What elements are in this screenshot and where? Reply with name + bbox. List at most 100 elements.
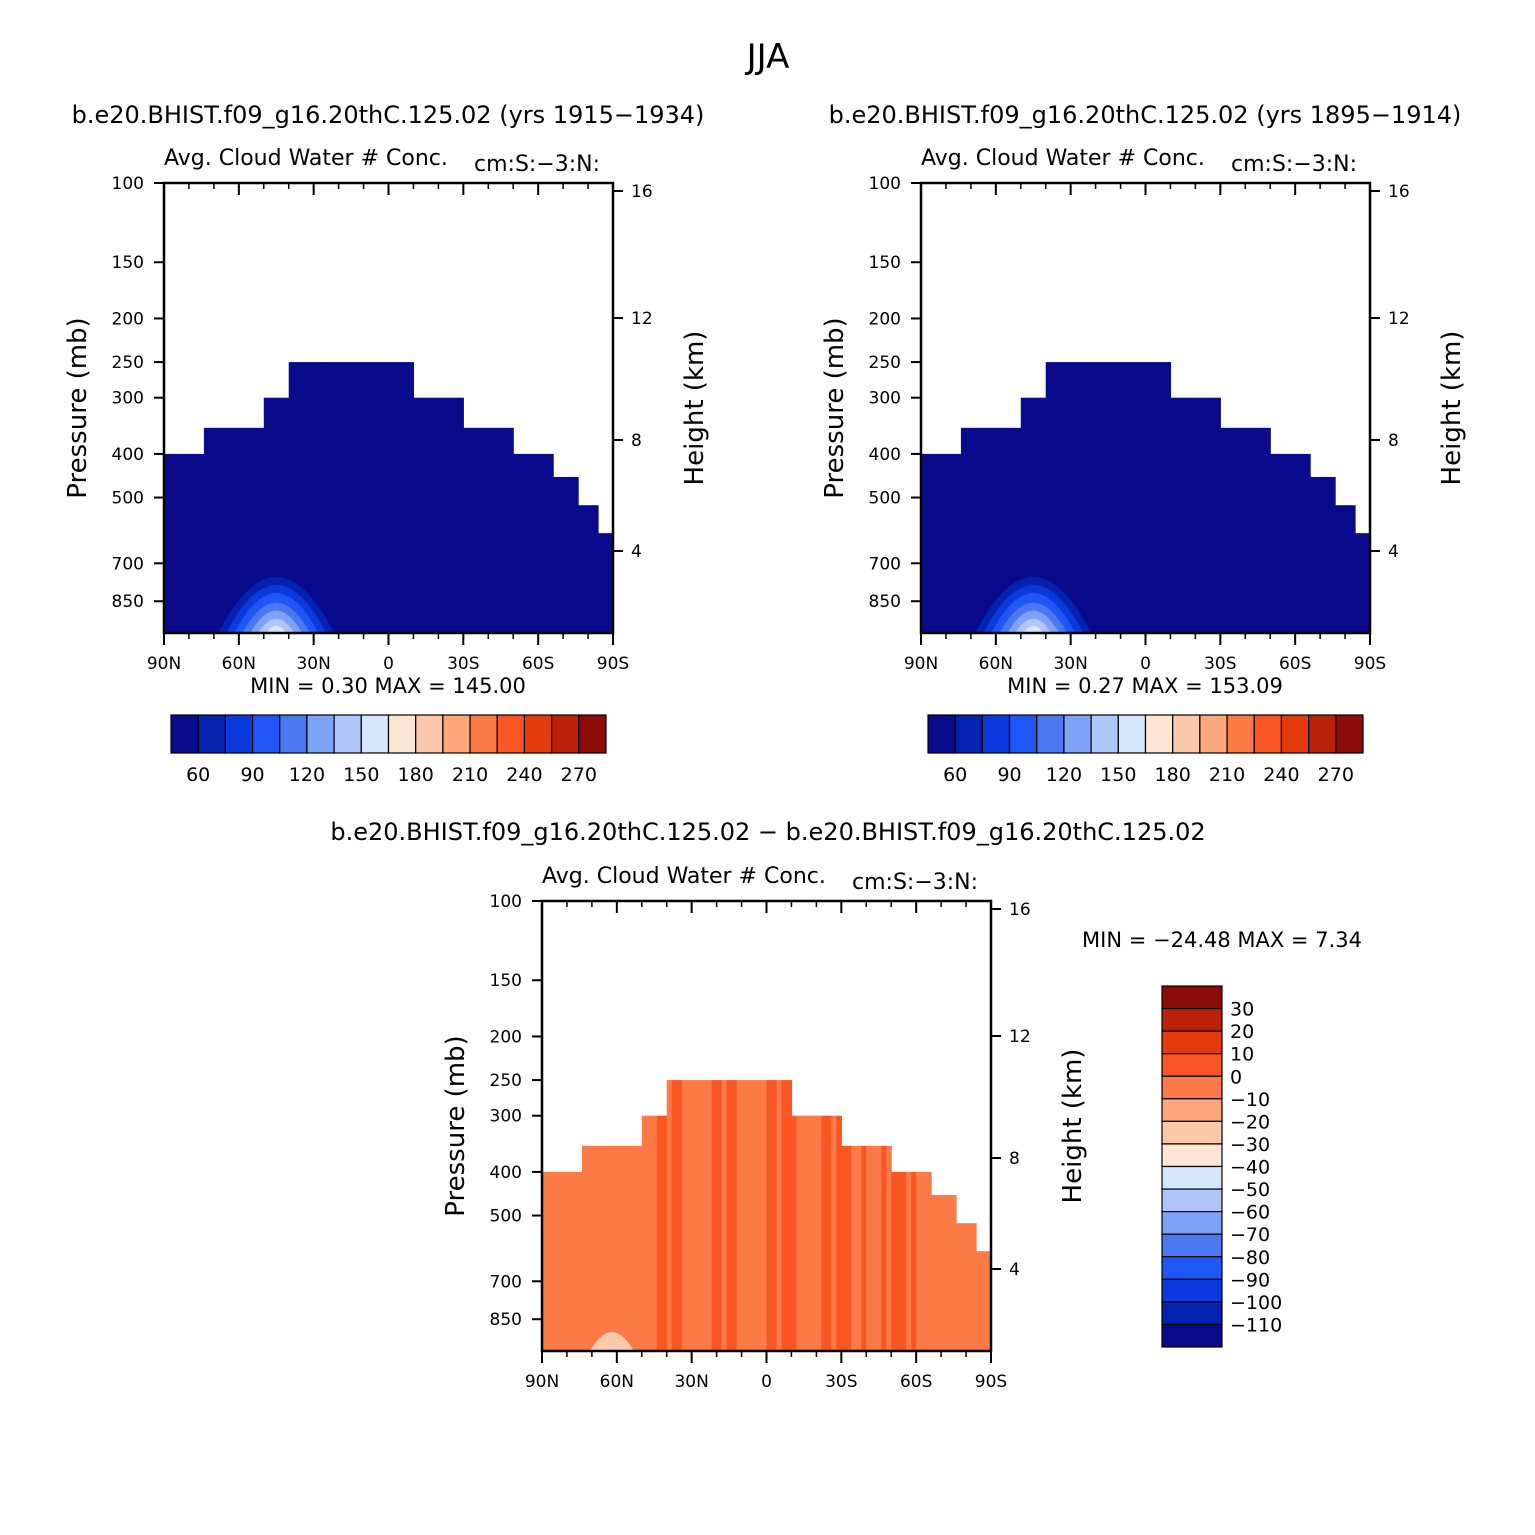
contour-strip bbox=[393, 362, 400, 633]
contour-strip bbox=[448, 397, 454, 633]
contour-strip bbox=[173, 453, 180, 633]
contour-strip bbox=[976, 1251, 982, 1351]
contour-strip bbox=[821, 1115, 827, 1351]
colorbar-box bbox=[306, 714, 335, 754]
contour-strip bbox=[641, 1115, 648, 1351]
contour-strip bbox=[233, 427, 240, 633]
colorbar-box bbox=[1161, 1211, 1223, 1235]
contour-strip bbox=[553, 476, 559, 633]
lat-tick-label: 30S bbox=[447, 654, 479, 674]
contour-strip bbox=[1190, 397, 1196, 633]
colorbar-label: −90 bbox=[1230, 1269, 1270, 1291]
height-tick-label: 12 bbox=[631, 309, 653, 329]
colorbar-box bbox=[1161, 1098, 1223, 1122]
contour-strip bbox=[556, 1171, 563, 1351]
contour-strip bbox=[781, 1080, 788, 1351]
contour-strip bbox=[198, 453, 205, 633]
contour-strip bbox=[333, 362, 340, 633]
contour-strip bbox=[961, 1223, 967, 1351]
contour-strip bbox=[1160, 362, 1167, 633]
contour-strip bbox=[566, 1171, 573, 1351]
colorbar-label: 210 bbox=[452, 764, 488, 786]
colorbar-box bbox=[170, 714, 199, 754]
contour-strip bbox=[278, 397, 285, 633]
colorbar-label: 180 bbox=[1155, 764, 1191, 786]
contour-strip bbox=[1365, 533, 1370, 633]
contour-strip bbox=[946, 1194, 952, 1351]
contour-strip bbox=[981, 1251, 987, 1351]
contour-strip bbox=[1210, 397, 1216, 633]
pressure-tick-label: 200 bbox=[869, 309, 901, 329]
contour-strip bbox=[164, 453, 170, 633]
contour-strip bbox=[856, 1145, 862, 1351]
contour-strip bbox=[851, 1145, 857, 1351]
colorbar: 3020100−10−20−30−40−50−60−70−80−90−100−1… bbox=[1161, 985, 1282, 1348]
colorbar-label: 150 bbox=[343, 764, 379, 786]
height-tick-label: 16 bbox=[1009, 900, 1031, 920]
colorbar-label: −100 bbox=[1230, 1292, 1282, 1314]
contour-strip bbox=[1025, 397, 1032, 633]
contour-strip bbox=[611, 1145, 618, 1351]
contour-strip bbox=[861, 1145, 867, 1351]
colorbar-box bbox=[1161, 1188, 1223, 1213]
contour-strip bbox=[513, 453, 519, 633]
contour-strip bbox=[1085, 362, 1092, 633]
contour-strip bbox=[1285, 453, 1291, 633]
min-max-label: MIN = 0.30 MAX = 145.00 bbox=[250, 674, 526, 698]
contour-strip bbox=[731, 1080, 738, 1351]
contour-strip bbox=[323, 362, 330, 633]
panel-title: b.e20.BHIST.f09_g16.20thC.125.02 (yrs 19… bbox=[72, 101, 705, 129]
contour-strip bbox=[1020, 397, 1027, 633]
contour-strip bbox=[911, 1171, 917, 1351]
contour-strip bbox=[796, 1115, 803, 1351]
contour-strip bbox=[188, 453, 195, 633]
colorbar-box bbox=[1308, 714, 1337, 754]
contour-strip bbox=[960, 427, 967, 633]
colorbar-label: 60 bbox=[943, 764, 967, 786]
contour-strip bbox=[1155, 362, 1162, 633]
contour-strip bbox=[995, 427, 1002, 633]
colorbar-label: 180 bbox=[398, 764, 434, 786]
height-tick-label: 8 bbox=[1388, 431, 1399, 451]
contour-strip bbox=[478, 427, 484, 633]
lat-tick-label: 90N bbox=[525, 1372, 559, 1392]
lat-tick-label: 60N bbox=[979, 654, 1013, 674]
contour-strip bbox=[661, 1115, 668, 1351]
y2-axis-label: Height (km) bbox=[1058, 1049, 1088, 1204]
contour-strip bbox=[473, 427, 479, 633]
contour-strip bbox=[601, 1145, 608, 1351]
contour-strip bbox=[925, 453, 932, 633]
contour-strip bbox=[571, 1171, 578, 1351]
contour-strip bbox=[1235, 427, 1241, 633]
colorbar-box bbox=[1161, 1053, 1223, 1077]
contour-strip bbox=[1315, 476, 1321, 633]
contour-strip bbox=[228, 427, 235, 633]
pressure-tick-label: 850 bbox=[869, 592, 901, 612]
contour-strip bbox=[726, 1080, 733, 1351]
contour-strip bbox=[926, 1171, 932, 1351]
contour-strip bbox=[581, 1145, 588, 1351]
contour-strip bbox=[463, 427, 469, 633]
contour-strip bbox=[518, 453, 524, 633]
contour-strip bbox=[548, 453, 554, 633]
contour-strip bbox=[1270, 453, 1276, 633]
colorbar-box bbox=[1161, 985, 1223, 1010]
contour-strip bbox=[691, 1080, 698, 1351]
contour-strip bbox=[413, 397, 420, 633]
panel-2: b.e20.BHIST.f09_g16.20thC.125.02 (yrs 18… bbox=[820, 101, 1467, 786]
colorbar-box bbox=[1161, 1301, 1223, 1326]
y-axis-label: Pressure (mb) bbox=[63, 317, 93, 498]
contour-strip bbox=[1005, 427, 1012, 633]
colorbar-label: 270 bbox=[561, 764, 597, 786]
contour-strip bbox=[293, 362, 300, 633]
contour-strip bbox=[936, 1194, 942, 1351]
contour-strip bbox=[1185, 397, 1191, 633]
lat-tick-label: 60S bbox=[900, 1372, 932, 1392]
height-tick-label: 4 bbox=[1388, 542, 1399, 562]
lat-tick-label: 0 bbox=[1140, 654, 1151, 674]
colorbar-box bbox=[1226, 714, 1255, 754]
contour-strip bbox=[1195, 397, 1201, 633]
contour-strip bbox=[826, 1115, 832, 1351]
contour-strip bbox=[538, 453, 544, 633]
colorbar-box bbox=[1161, 1120, 1223, 1145]
